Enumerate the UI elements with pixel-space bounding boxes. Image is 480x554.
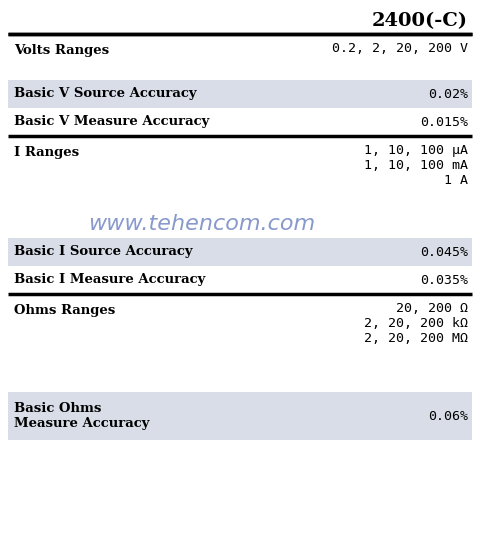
Text: 2400(-C): 2400(-C) [372,12,468,30]
Text: Volts Ranges: Volts Ranges [14,44,109,57]
Bar [8,80,472,108]
Text: 0.06%: 0.06% [428,409,468,423]
Bar [8,238,472,266]
Text: 20, 200 Ω
2, 20, 200 kΩ
2, 20, 200 MΩ: 20, 200 Ω 2, 20, 200 kΩ 2, 20, 200 MΩ [364,302,468,345]
Text: 0.015%: 0.015% [420,115,468,129]
Text: 0.035%: 0.035% [420,274,468,286]
Text: www.tehencom.com: www.tehencom.com [88,214,315,234]
Text: Basic Ohms
Measure Accuracy: Basic Ohms Measure Accuracy [14,402,149,430]
Text: 0.02%: 0.02% [428,88,468,100]
Text: I Ranges: I Ranges [14,146,79,159]
Text: Basic V Source Accuracy: Basic V Source Accuracy [14,88,197,100]
Bar [8,392,472,440]
Text: 0.045%: 0.045% [420,245,468,259]
Text: 0.2, 2, 20, 200 V: 0.2, 2, 20, 200 V [332,43,468,55]
Text: 1, 10, 100 μA
1, 10, 100 mA
        1 A: 1, 10, 100 μA 1, 10, 100 mA 1 A [364,144,468,187]
Text: Basic I Source Accuracy: Basic I Source Accuracy [14,245,192,259]
Text: Basic I Measure Accuracy: Basic I Measure Accuracy [14,274,205,286]
Text: Ohms Ranges: Ohms Ranges [14,304,115,317]
Text: Basic V Measure Accuracy: Basic V Measure Accuracy [14,115,209,129]
